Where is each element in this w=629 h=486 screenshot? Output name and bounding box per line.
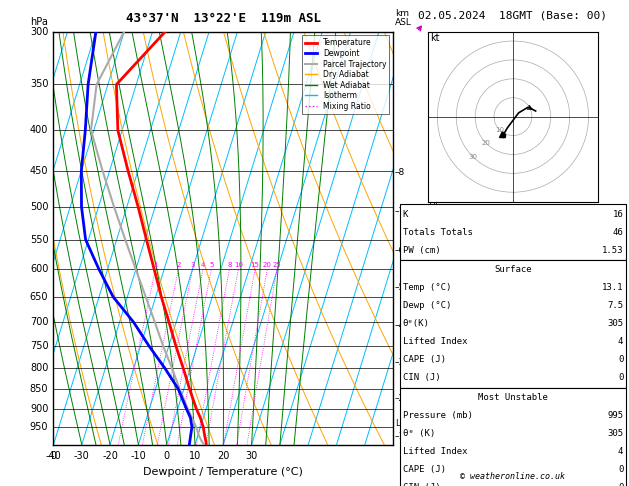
Text: 15: 15 bbox=[250, 262, 260, 268]
Text: 20: 20 bbox=[217, 451, 230, 461]
Text: 46: 46 bbox=[613, 227, 623, 237]
Text: 5: 5 bbox=[209, 262, 213, 268]
Text: km
ASL: km ASL bbox=[395, 9, 412, 27]
Text: 0: 0 bbox=[618, 355, 623, 364]
Text: –1: –1 bbox=[395, 432, 405, 441]
Text: 8: 8 bbox=[227, 262, 231, 268]
Text: 995: 995 bbox=[607, 411, 623, 420]
Text: –6: –6 bbox=[395, 245, 405, 255]
Text: -20: -20 bbox=[102, 451, 118, 461]
Text: 450: 450 bbox=[30, 166, 48, 176]
Text: 300: 300 bbox=[30, 27, 48, 36]
Text: CIN (J): CIN (J) bbox=[403, 483, 440, 486]
Text: 10: 10 bbox=[189, 451, 201, 461]
Text: © weatheronline.co.uk: © weatheronline.co.uk bbox=[460, 472, 565, 481]
Text: 7.5: 7.5 bbox=[607, 301, 623, 311]
Text: Temp (°C): Temp (°C) bbox=[403, 283, 451, 293]
Text: Lifted Index: Lifted Index bbox=[403, 337, 467, 347]
Text: 13.1: 13.1 bbox=[602, 283, 623, 293]
Text: Most Unstable: Most Unstable bbox=[478, 393, 548, 402]
Text: Pressure (mb): Pressure (mb) bbox=[403, 411, 472, 420]
Text: 750: 750 bbox=[30, 341, 48, 351]
Text: Dewp (°C): Dewp (°C) bbox=[403, 301, 451, 311]
Text: -10: -10 bbox=[130, 451, 147, 461]
Text: 2: 2 bbox=[176, 262, 181, 268]
Text: CAPE (J): CAPE (J) bbox=[403, 355, 445, 364]
Text: 30: 30 bbox=[469, 154, 477, 160]
Text: 850: 850 bbox=[30, 384, 48, 394]
Text: Mixing Ratio (g/kg): Mixing Ratio (g/kg) bbox=[430, 195, 438, 281]
Text: 0: 0 bbox=[618, 483, 623, 486]
Text: LCL: LCL bbox=[395, 419, 410, 428]
Text: 10: 10 bbox=[234, 262, 243, 268]
Text: PW (cm): PW (cm) bbox=[403, 245, 440, 255]
Text: 350: 350 bbox=[30, 80, 48, 89]
Text: 20: 20 bbox=[482, 140, 491, 146]
Text: 25: 25 bbox=[272, 262, 281, 268]
Text: 400: 400 bbox=[30, 125, 48, 135]
Text: 0: 0 bbox=[618, 465, 623, 474]
Text: θᵉ (K): θᵉ (K) bbox=[403, 429, 435, 438]
Text: 4: 4 bbox=[618, 337, 623, 347]
Text: 600: 600 bbox=[30, 264, 48, 275]
Text: 700: 700 bbox=[30, 317, 48, 327]
Text: 650: 650 bbox=[30, 292, 48, 302]
Text: 500: 500 bbox=[30, 202, 48, 212]
Text: –2: –2 bbox=[395, 394, 405, 403]
Text: Dewpoint / Temperature (°C): Dewpoint / Temperature (°C) bbox=[143, 468, 303, 477]
Text: 950: 950 bbox=[30, 422, 48, 432]
Text: CAPE (J): CAPE (J) bbox=[403, 465, 445, 474]
Text: -30: -30 bbox=[74, 451, 90, 461]
Text: –4: –4 bbox=[395, 321, 405, 330]
Text: –7: –7 bbox=[395, 207, 405, 216]
Text: θᵉ(K): θᵉ(K) bbox=[403, 319, 430, 329]
Text: 800: 800 bbox=[30, 363, 48, 373]
Text: –3: –3 bbox=[395, 358, 405, 366]
Text: 900: 900 bbox=[30, 403, 48, 414]
Text: 0: 0 bbox=[618, 373, 623, 382]
Text: 43°37'N  13°22'E  119m ASL: 43°37'N 13°22'E 119m ASL bbox=[126, 13, 321, 25]
Text: kt: kt bbox=[430, 34, 439, 43]
Text: –5: –5 bbox=[395, 283, 405, 292]
Text: 16: 16 bbox=[613, 209, 623, 219]
Text: K: K bbox=[403, 209, 408, 219]
Text: 20: 20 bbox=[263, 262, 272, 268]
Text: 0: 0 bbox=[164, 451, 170, 461]
Legend: Temperature, Dewpoint, Parcel Trajectory, Dry Adiabat, Wet Adiabat, Isotherm, Mi: Temperature, Dewpoint, Parcel Trajectory… bbox=[302, 35, 389, 114]
Text: 305: 305 bbox=[607, 319, 623, 329]
Text: -40: -40 bbox=[45, 451, 62, 461]
Text: Surface: Surface bbox=[494, 265, 532, 275]
Text: 3: 3 bbox=[191, 262, 195, 268]
Text: 305: 305 bbox=[607, 429, 623, 438]
Text: 1.53: 1.53 bbox=[602, 245, 623, 255]
Text: 0: 0 bbox=[50, 451, 57, 461]
Text: 4: 4 bbox=[618, 447, 623, 456]
Text: 10: 10 bbox=[495, 127, 504, 133]
Text: 30: 30 bbox=[245, 451, 258, 461]
Text: –8: –8 bbox=[395, 168, 405, 177]
Text: Totals Totals: Totals Totals bbox=[403, 227, 472, 237]
Text: CIN (J): CIN (J) bbox=[403, 373, 440, 382]
Text: 4: 4 bbox=[201, 262, 205, 268]
Text: 02.05.2024  18GMT (Base: 00): 02.05.2024 18GMT (Base: 00) bbox=[418, 11, 608, 20]
Text: 550: 550 bbox=[30, 235, 48, 244]
Text: hPa: hPa bbox=[30, 17, 48, 27]
Text: Lifted Index: Lifted Index bbox=[403, 447, 467, 456]
Text: 1: 1 bbox=[153, 262, 158, 268]
